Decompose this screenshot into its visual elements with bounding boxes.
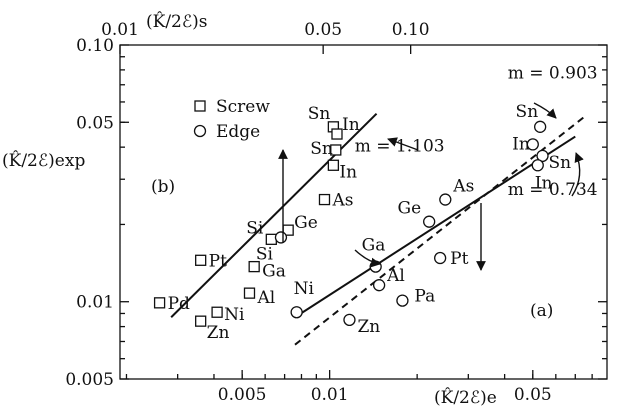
y-tick-label-2: 0.05 — [76, 113, 114, 133]
screw-point-1 — [331, 128, 343, 140]
edge-point-4 — [439, 193, 452, 206]
panel-label-b: (b) — [151, 177, 175, 197]
edge-point-11 — [290, 306, 303, 319]
fit-line-label-2: m = 0.903 — [508, 64, 598, 84]
fit-line-label-1: m = 0.734 — [508, 180, 598, 200]
edge-point-label-6: Si — [256, 244, 274, 264]
legend-entry-screw: Screw — [216, 97, 270, 117]
y-tick-label-1: 0.01 — [76, 293, 114, 313]
edge-point-label-1: In — [512, 134, 530, 154]
legend-marker-circle — [193, 124, 207, 138]
edge-point-label-0: Sn — [516, 102, 539, 122]
screw-point-2 — [330, 144, 342, 156]
edge-point-label-4: As — [452, 177, 474, 197]
screw-point-label-12: Zn — [207, 323, 230, 343]
screw-point-label-9: Pd — [168, 294, 190, 314]
screw-point-3 — [327, 159, 340, 171]
screw-point-11 — [211, 306, 223, 318]
legend: Screw Edge — [193, 97, 270, 142]
edge-point-5 — [423, 215, 436, 228]
screw-point-6 — [265, 233, 277, 245]
x-tick-label-top-0: 0.01 — [101, 20, 139, 40]
edge-point-7 — [434, 251, 447, 265]
slope-pointer-0903 — [533, 102, 557, 119]
edge-point-9 — [372, 279, 386, 292]
tick-layer: 0.005 0.01 0.05 0.01 0.05 0.10 0.005 0.01 0.05 0.… — [65, 20, 607, 405]
edge-point-2 — [536, 149, 549, 163]
edge-point-label-10: Pa — [414, 287, 435, 307]
screw-point-label-4: As — [331, 191, 353, 211]
edge-point-1 — [526, 138, 539, 151]
edge-point-12 — [343, 313, 356, 326]
edge-point-label-12: Zn — [357, 317, 380, 337]
screw-point-label-10: Al — [256, 288, 275, 308]
x-tick-label-top-2: 0.10 — [392, 20, 430, 40]
edge-point-10 — [396, 294, 409, 307]
screw-point-10 — [243, 287, 256, 299]
screw-point-4 — [318, 193, 331, 206]
screw-point-label-3: In — [339, 162, 357, 182]
screw-point-label-2: Sn — [310, 139, 333, 159]
fit-line-2 — [294, 114, 587, 346]
y-axis-label: (K̂/2ℰ)exp — [2, 151, 85, 171]
edge-point-label-5: Ge — [398, 199, 422, 219]
screw-point-label-0: Sn — [308, 104, 331, 124]
screw-point-12 — [195, 315, 207, 327]
edge-point-label-11: Ni — [294, 279, 315, 299]
screw-point-label-5: Ge — [294, 213, 318, 233]
y-tick-label-0: 0.005 — [65, 370, 114, 390]
screw-point-label-11: Ni — [224, 305, 245, 325]
legend-entry-edge: Edge — [216, 122, 260, 142]
screw-point-9 — [153, 297, 166, 309]
x-tick-label-bottom-2: 0.05 — [514, 385, 552, 405]
edge-point-3 — [531, 159, 544, 172]
fit-line-layer — [170, 112, 587, 346]
y-tick-label-3: 0.10 — [76, 36, 114, 56]
x-tick-label-top-1: 0.05 — [304, 20, 342, 40]
fit-line-1 — [294, 135, 576, 319]
fit-line-label-0: m = 1.103 — [355, 136, 445, 156]
edge-point-label-7: Pt — [450, 249, 468, 269]
edge-point-label-2: Sn — [549, 153, 572, 173]
edge-point-label-8: Ga — [362, 236, 386, 256]
screw-point-7 — [195, 254, 207, 266]
x-tick-label-bottom-0: 0.005 — [218, 385, 267, 405]
legend-marker-square — [194, 100, 206, 112]
plot-frame — [119, 44, 608, 380]
data-point-layer — [153, 120, 549, 327]
edge-point-6 — [274, 231, 288, 244]
x-tick-label-bottom-1: 0.01 — [311, 385, 349, 405]
screw-point-label-6: Si — [246, 218, 264, 238]
screw-point-8 — [248, 260, 260, 273]
slope-pointer-0734 — [571, 152, 584, 197]
fit-line-0 — [170, 112, 378, 318]
screw-point-label-8: Ga — [262, 262, 286, 282]
x-axis-label-bottom: (K̂/2ℰ)e — [434, 388, 497, 408]
edge-point-0 — [534, 120, 547, 133]
slope-pointer-1103 — [387, 137, 419, 151]
si-pointer-arrow — [354, 249, 381, 268]
edge-point-label-9: Al — [386, 266, 405, 286]
edge-point-label-3: In — [535, 173, 553, 193]
panel-label-a: (a) — [530, 301, 553, 321]
screw-point-label-1: In — [342, 115, 360, 135]
x-axis-label-top: (K̂/2ℰ)s — [146, 12, 208, 32]
screw-point-label-7: Pt — [209, 251, 227, 271]
